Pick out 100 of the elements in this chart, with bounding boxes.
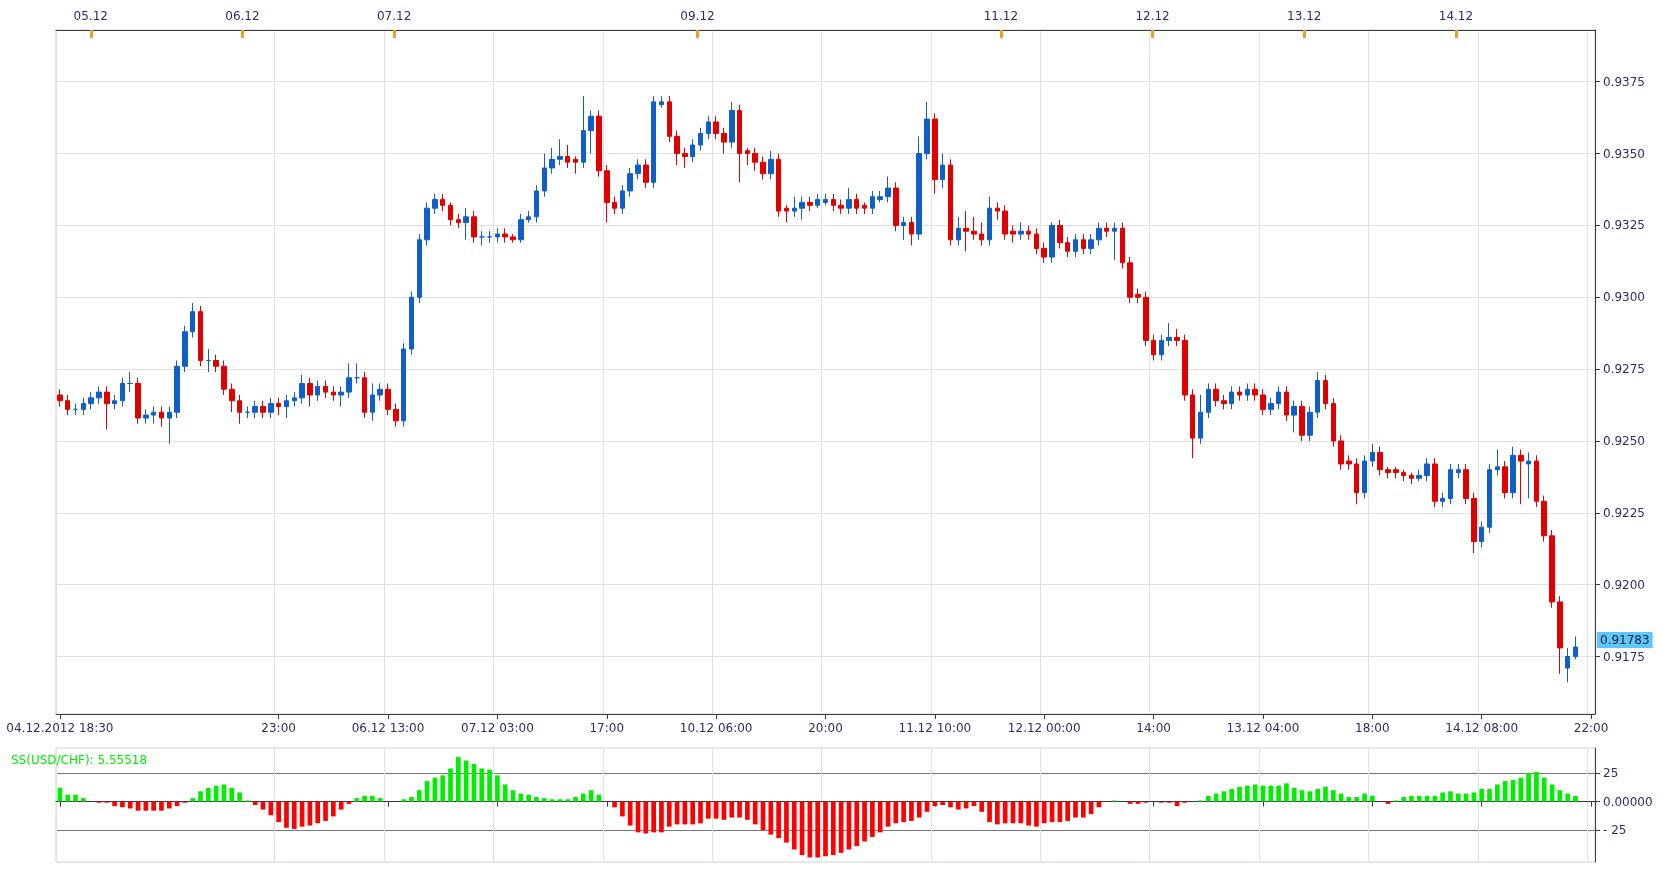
candlestick xyxy=(588,109,594,155)
bar xyxy=(518,793,524,802)
candlestick xyxy=(1112,222,1117,261)
candlestick xyxy=(495,227,500,244)
candlestick xyxy=(448,201,453,226)
candlestick xyxy=(1377,446,1383,476)
candlestick xyxy=(292,391,297,407)
bar xyxy=(698,801,703,824)
candlestick xyxy=(135,377,141,425)
candlestick xyxy=(1338,434,1344,471)
candlestick xyxy=(963,210,969,252)
candlestick xyxy=(1346,454,1352,471)
x2-tick-label: 06.12 xyxy=(225,9,260,23)
bar xyxy=(940,801,946,805)
candlestick xyxy=(213,354,219,373)
candlestick xyxy=(487,230,492,244)
x-tick-label: 18:00 xyxy=(1355,721,1390,735)
x-tick-label: 20:00 xyxy=(808,721,843,735)
candlestick xyxy=(713,115,719,140)
candlestick xyxy=(252,400,258,419)
candlestick xyxy=(1307,405,1313,442)
bar xyxy=(284,801,289,828)
bar xyxy=(909,801,914,821)
x2-tick-label: 07.12 xyxy=(376,9,412,23)
candlestick xyxy=(916,135,922,241)
bar xyxy=(588,790,594,802)
candlestick xyxy=(1174,328,1180,347)
candlestick xyxy=(846,187,852,215)
candlestick xyxy=(901,216,906,241)
y-tick-label: 0.00000 xyxy=(1603,794,1653,809)
bar xyxy=(690,801,696,825)
bar xyxy=(549,799,555,802)
bar xyxy=(1041,801,1047,824)
candlestick xyxy=(1565,647,1570,683)
bar xyxy=(1205,795,1211,802)
x-tick-label: 17:00 xyxy=(589,721,625,735)
bar xyxy=(1549,784,1555,802)
candlestick xyxy=(854,193,859,215)
candlestick xyxy=(815,193,820,209)
bar xyxy=(823,801,828,857)
bar xyxy=(1330,790,1336,802)
bar xyxy=(1448,791,1453,802)
candlestick xyxy=(346,362,352,399)
candlestick xyxy=(1206,383,1211,419)
bar xyxy=(159,801,164,811)
x-tick-label: 14.12 08:00 xyxy=(1445,721,1519,735)
bar xyxy=(1409,795,1414,802)
candlestick xyxy=(417,233,422,304)
bar xyxy=(151,801,156,811)
bar xyxy=(1573,795,1578,802)
bar xyxy=(143,801,149,811)
candlestick xyxy=(1409,472,1414,485)
candlestick xyxy=(1057,219,1063,249)
candlestick xyxy=(596,109,602,178)
y-tick-label: 0.9250 xyxy=(1603,433,1645,448)
bar xyxy=(627,801,633,826)
bar xyxy=(237,792,242,802)
candlestick xyxy=(1541,495,1547,543)
candlestick xyxy=(667,95,672,143)
candlestick xyxy=(620,184,625,215)
candlestick xyxy=(1237,385,1242,402)
bar xyxy=(1026,801,1031,826)
bar xyxy=(1487,789,1492,802)
candlestick xyxy=(471,210,477,244)
candlestick xyxy=(1526,451,1531,499)
bar xyxy=(830,801,836,856)
bar xyxy=(729,801,735,818)
candlestick xyxy=(1315,371,1320,419)
candlestick xyxy=(1182,334,1188,402)
candlestick xyxy=(1502,460,1508,499)
chart-title: SS(USD/CHF): 5.55518 xyxy=(11,753,148,767)
candlestick xyxy=(909,216,914,247)
candlestick xyxy=(1034,227,1039,255)
bar xyxy=(1502,781,1508,802)
candlestick xyxy=(1510,446,1516,499)
candlestick xyxy=(1416,469,1422,482)
bar xyxy=(416,790,422,802)
bar xyxy=(705,801,711,819)
candlestick xyxy=(1260,388,1266,416)
candlestick xyxy=(1096,222,1102,247)
bar xyxy=(979,801,985,812)
candlestick xyxy=(1323,374,1328,410)
bar xyxy=(1237,786,1242,802)
bar xyxy=(1416,795,1422,802)
candlestick xyxy=(401,342,406,428)
candlestick xyxy=(1198,394,1203,445)
candlestick xyxy=(1424,457,1430,482)
candlestick xyxy=(745,147,750,166)
bar xyxy=(510,790,516,802)
bar xyxy=(252,801,258,805)
candlestick xyxy=(1331,397,1336,448)
bar xyxy=(487,769,492,802)
candlestick xyxy=(1252,383,1258,402)
candlestick xyxy=(956,216,961,247)
bar xyxy=(1127,801,1133,804)
bar xyxy=(1034,801,1039,827)
candlestick xyxy=(331,385,336,402)
candlestick xyxy=(752,147,758,172)
bar xyxy=(1370,795,1375,802)
bar xyxy=(120,801,125,808)
